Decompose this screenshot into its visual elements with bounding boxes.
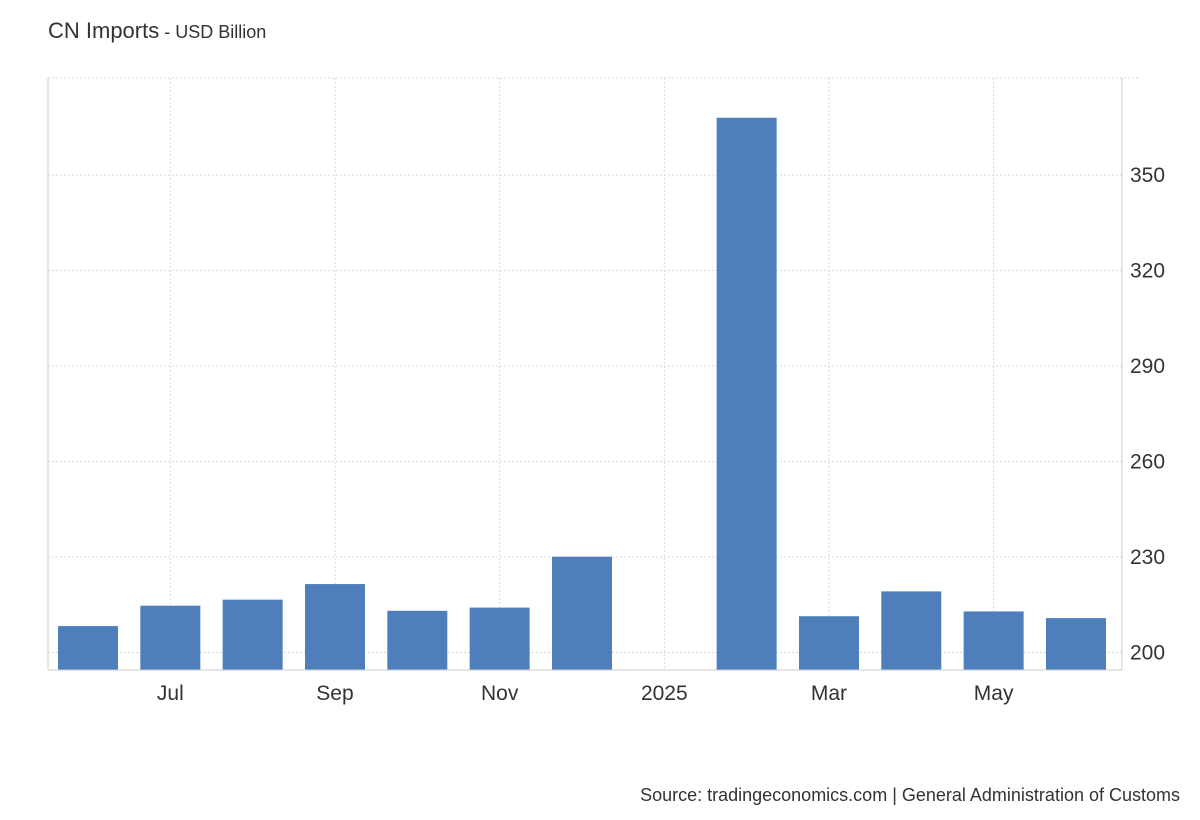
source-note: Source: tradingeconomics.com | General A…	[640, 785, 1180, 805]
bar-oct-2024[interactable]	[387, 610, 448, 670]
tick-labels: 200 230 260 290 320 350 Jul Sep Nov 2025 Mar May	[157, 164, 1165, 705]
bar-nov-2024[interactable]	[469, 607, 530, 670]
bar-chart: 200 230 260 290 320 350 Jul Sep Nov 2025 Mar May	[47, 77, 1165, 705]
y-tick-label-350: 350	[1130, 164, 1165, 187]
bar-mar-2025[interactable]	[798, 616, 859, 670]
x-tick-label-Nov: Nov	[481, 682, 519, 705]
chart-subtitle: USD Billion	[175, 22, 267, 42]
bar-jul-2024[interactable]	[140, 605, 201, 670]
bar-may-2025[interactable]	[963, 611, 1024, 670]
x-tick-label-Mar: Mar	[811, 682, 847, 705]
x-tick-label-Sep: Sep	[316, 682, 353, 705]
bar-aug-2024[interactable]	[222, 599, 283, 670]
bar-jun-2024[interactable]	[58, 626, 118, 670]
y-tick-label-230: 230	[1130, 546, 1165, 569]
bar-apr-2025[interactable]	[881, 591, 942, 670]
bar-sep-2024[interactable]	[304, 584, 365, 670]
y-tick-label-320: 320	[1130, 260, 1165, 283]
x-tick-label-Jul: Jul	[157, 682, 184, 705]
chart-subtitle-separator: -	[159, 22, 176, 42]
bars	[58, 117, 1106, 671]
x-tick-label-2025: 2025	[641, 682, 688, 705]
bar-feb-2025[interactable]	[716, 117, 777, 671]
y-tick-label-290: 290	[1130, 355, 1165, 378]
chart-title: CN Imports	[48, 18, 160, 43]
bar-dec-2024[interactable]	[551, 556, 612, 670]
chart-title-row: CN Imports - USD Billion	[48, 18, 266, 44]
axes	[47, 78, 1123, 671]
y-tick-label-200: 200	[1130, 641, 1165, 664]
x-tick-label-May: May	[974, 682, 1014, 705]
bar-jun-2025[interactable]	[1045, 618, 1106, 670]
y-tick-label-260: 260	[1130, 451, 1165, 474]
